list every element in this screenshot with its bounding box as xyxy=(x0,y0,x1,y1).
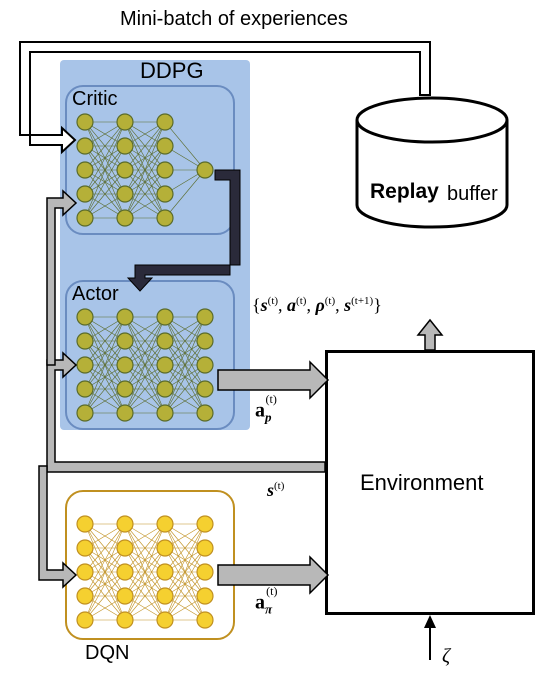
st-label: s(t) xyxy=(267,480,284,501)
critic-nn xyxy=(70,110,230,230)
title-label: Mini-batch of experiences xyxy=(120,8,348,31)
environment-label: Environment xyxy=(360,470,484,496)
replay-label1: Replay xyxy=(370,180,439,204)
api-label: aπ(t) xyxy=(255,590,283,618)
tuple-label: {s(t), a(t), ρ(t), s(t+1)} xyxy=(252,295,382,316)
replay-buffer xyxy=(350,95,515,240)
zeta-label: ζ xyxy=(442,645,450,668)
dqn-label: DQN xyxy=(85,642,129,665)
dqn-nn xyxy=(70,512,230,632)
replay-label2: buffer xyxy=(447,183,498,206)
actor-label: Actor xyxy=(72,283,119,306)
ddpg-label: DDPG xyxy=(140,58,204,84)
actor-nn xyxy=(70,305,230,425)
ap-label: ap(t) xyxy=(255,398,283,426)
critic-label: Critic xyxy=(72,88,118,111)
